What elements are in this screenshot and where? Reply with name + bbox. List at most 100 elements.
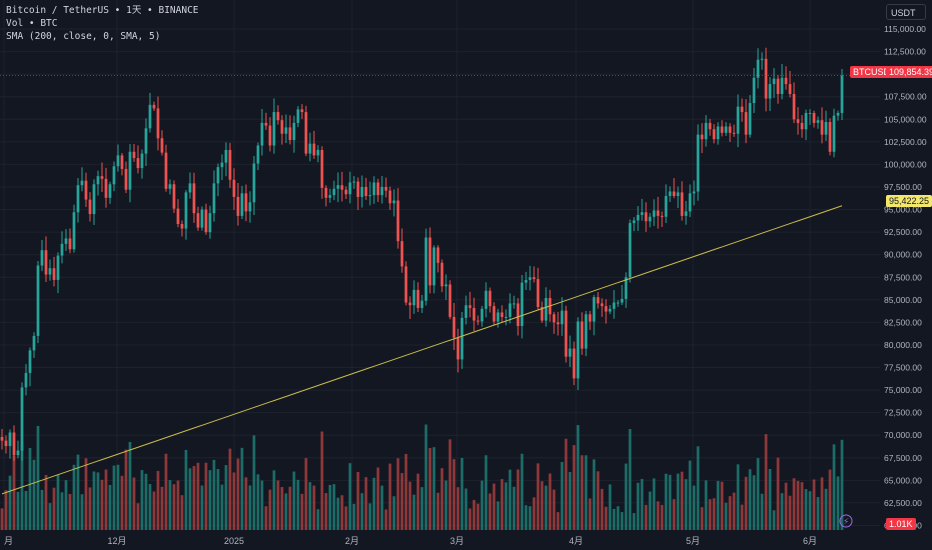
candle-body xyxy=(108,184,112,198)
volume-bar xyxy=(784,482,788,530)
volume-bar xyxy=(580,455,584,530)
volume-bar xyxy=(768,468,772,530)
volume-bar xyxy=(56,474,60,530)
volume-bar xyxy=(724,502,728,530)
volume-bar xyxy=(792,478,796,530)
candle-body xyxy=(696,134,700,192)
last-price-label: 109,854.39 xyxy=(886,66,932,78)
volume-bar xyxy=(348,463,352,530)
price-tick-label: 85,000.00 xyxy=(884,295,922,305)
volume-bar xyxy=(340,495,344,530)
volume-bar xyxy=(488,493,492,530)
candle-body xyxy=(184,192,188,229)
candle-body xyxy=(528,277,532,280)
volume-bar xyxy=(356,471,360,530)
volume-bar xyxy=(304,458,308,530)
sma-line xyxy=(1,205,843,495)
candle-body xyxy=(60,243,64,256)
currency-button[interactable]: USDT xyxy=(886,4,926,20)
volume-bar xyxy=(804,489,808,530)
volume-bar xyxy=(604,506,608,530)
candle-body xyxy=(96,176,100,185)
candle-body xyxy=(220,162,224,168)
volume-bar xyxy=(244,477,248,530)
volume-bar xyxy=(396,458,400,530)
candle-body xyxy=(800,122,804,130)
volume-bar xyxy=(720,481,724,530)
candle-body xyxy=(388,190,392,204)
candle-body xyxy=(48,268,52,275)
volume-bar xyxy=(820,477,824,530)
volume-bar xyxy=(112,465,116,530)
candle-body xyxy=(488,290,492,307)
volume-bar xyxy=(368,503,372,530)
volume-bar xyxy=(352,503,356,530)
candle-body xyxy=(216,167,220,184)
candle-body xyxy=(120,155,124,169)
candle-body xyxy=(428,237,432,286)
volume-bar xyxy=(376,467,380,530)
volume-bar xyxy=(60,492,64,530)
candle-body xyxy=(708,122,712,130)
candle-body xyxy=(636,214,640,221)
candle-body xyxy=(292,122,296,141)
volume-bar xyxy=(828,469,832,530)
price-scale[interactable]: 115,000.00112,500.00110,000.00107,500.00… xyxy=(880,0,932,550)
candle-body xyxy=(424,237,428,301)
candle-body xyxy=(500,312,504,317)
volume-bar xyxy=(624,463,628,530)
volume-bar xyxy=(228,448,232,530)
time-scale[interactable]: 月 12月 2025 2月 3月 4月 5月 6月 xyxy=(4,536,817,546)
candle-body xyxy=(284,127,288,134)
chart-legend: Bitcoin / TetherUS • 1天 • BINANCE Vol • … xyxy=(6,4,199,43)
volume-bar xyxy=(548,473,552,530)
time-tick-label: 4月 xyxy=(569,536,583,546)
volume-bar xyxy=(472,499,476,530)
candle-body xyxy=(380,186,384,196)
volume-bar xyxy=(220,484,224,530)
candle-body xyxy=(396,200,400,242)
candle-body xyxy=(228,149,232,180)
volume-bar xyxy=(816,497,820,530)
volume-bar xyxy=(448,439,452,530)
candle-body xyxy=(828,122,832,152)
candle-body xyxy=(8,432,12,447)
volume-bar xyxy=(464,488,468,530)
volume-bar xyxy=(80,494,84,530)
volume-bar xyxy=(788,495,792,530)
candle-body xyxy=(808,112,812,114)
candle-body xyxy=(392,200,396,204)
candle-body xyxy=(564,310,568,357)
volume-legend[interactable]: Vol • BTC xyxy=(6,18,58,29)
volume-bar xyxy=(456,487,460,530)
candle-body xyxy=(628,223,632,278)
candle-body xyxy=(744,112,748,135)
candle-body xyxy=(100,176,104,179)
sma-legend[interactable]: SMA (200, close, 0, SMA, 5) xyxy=(6,31,161,42)
price-tick-label: 62,500.00 xyxy=(884,498,922,508)
volume-bar xyxy=(84,458,88,530)
candle-body xyxy=(476,320,480,322)
candle-body xyxy=(260,122,264,146)
volume-bar xyxy=(392,496,396,530)
volume-bar xyxy=(616,506,620,530)
candle-body xyxy=(56,255,60,280)
volume-bar xyxy=(32,459,36,530)
candle-body xyxy=(804,112,808,130)
candle-body xyxy=(204,209,208,233)
candle-body xyxy=(644,212,648,222)
candle-body xyxy=(760,58,764,60)
volume-bar xyxy=(140,470,144,530)
symbol-title[interactable]: Bitcoin / TetherUS • 1天 • BINANCE xyxy=(6,5,199,16)
candlesticks xyxy=(0,47,844,461)
volume-bar xyxy=(552,489,556,530)
candle-body xyxy=(656,210,660,216)
candle-body xyxy=(492,306,496,322)
candle-body xyxy=(160,138,164,153)
alert-icon[interactable] xyxy=(839,514,853,528)
volume-bar xyxy=(300,493,304,530)
volume-bar xyxy=(636,482,640,530)
candle-body xyxy=(600,303,604,307)
lightning-glyph: ⚡ xyxy=(843,518,849,528)
